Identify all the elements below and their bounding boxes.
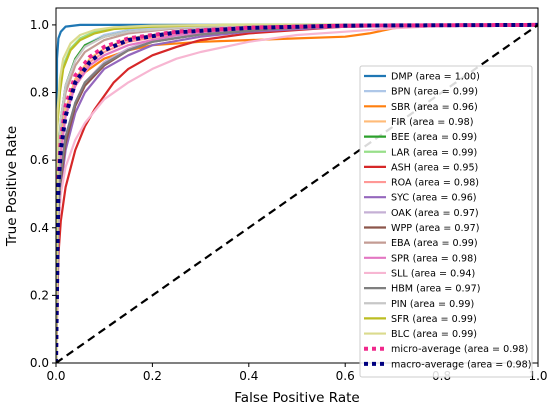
legend-label: LAR (area = 0.99) [391, 147, 477, 158]
legend-label: EBA (area = 0.99) [391, 238, 478, 249]
legend-label: SPR (area = 0.98) [391, 253, 477, 264]
legend-label: SLL (area = 0.94) [391, 268, 475, 279]
series-line-0 [56, 23, 538, 363]
x-axis-label: False Positive Rate [234, 390, 359, 406]
legend-label: HBM (area = 0.97) [391, 284, 481, 295]
plot-area [56, 22, 538, 363]
series-line-15 [56, 23, 538, 363]
y-tick-label: 0.0 [30, 356, 49, 370]
legend-label: OAK (area = 0.97) [391, 208, 479, 219]
legend-label: FIR (area = 0.98) [391, 117, 473, 128]
x-tick-label: 1.0 [528, 369, 547, 383]
legend: DMP (area = 1.00) BPN (area = 0.99) SBR (a… [359, 65, 533, 378]
y-axis-label: True Positive Rate [4, 126, 20, 247]
legend-label: ROA (area = 0.98) [391, 178, 479, 189]
legend-label: macro-average (area = 0.98) [391, 359, 531, 370]
legend-label: PIN (area = 0.99) [391, 299, 474, 310]
legend-label: BEE (area = 0.99) [391, 132, 477, 143]
legend-label: DMP (area = 1.00) [391, 72, 480, 83]
legend-label: SYC (area = 0.96) [391, 193, 477, 204]
legend-label: ASH (area = 0.95) [391, 162, 478, 173]
legend-label: micro-average (area = 0.98) [391, 344, 528, 355]
series-line-19 [56, 22, 538, 363]
legend-label: WPP (area = 0.97) [391, 223, 480, 234]
x-tick-label: 0.2 [143, 369, 162, 383]
series-line-17 [56, 23, 538, 363]
plot-frame [55, 7, 539, 364]
legend-label: BLC (area = 0.99) [391, 329, 477, 340]
y-tick-label: 0.6 [30, 153, 49, 167]
y-tick-label: 0.4 [30, 221, 49, 235]
legend-label: SBR (area = 0.96) [391, 102, 478, 113]
x-tick-label: 0.6 [336, 369, 355, 383]
y-tick-label: 0.8 [30, 86, 49, 100]
y-tick-label: 0.2 [30, 288, 49, 302]
x-tick-label: 0.0 [46, 369, 65, 383]
chance-diagonal-line [56, 24, 538, 363]
series-line-6 [56, 23, 538, 363]
legend-label: BPN (area = 0.99) [391, 87, 478, 98]
axes: 0.00.20.40.60.81.00.00.20.40.60.81.0 [30, 7, 548, 383]
series-line-13 [56, 23, 538, 363]
x-tick-label: 0.4 [239, 369, 258, 383]
y-tick-label: 1.0 [30, 18, 49, 32]
legend-label: SFR (area = 0.99) [391, 314, 477, 325]
legend-box [359, 65, 533, 378]
